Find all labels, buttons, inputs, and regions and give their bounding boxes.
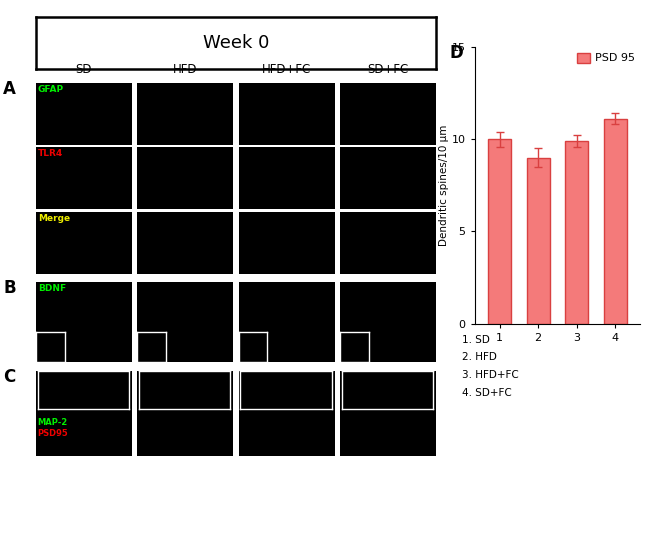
Text: HFD+FC: HFD+FC [262,63,311,76]
Bar [604,119,627,324]
Text: TLR4: TLR4 [38,149,63,158]
Text: GFAP: GFAP [38,85,64,93]
Text: SD: SD [75,63,92,76]
Text: SD+FC: SD+FC [367,63,409,76]
Bar [526,158,550,324]
Y-axis label: Dendritic spines/10 μm: Dendritic spines/10 μm [439,124,448,246]
Legend: PSD 95: PSD 95 [577,53,634,64]
Text: Week 0: Week 0 [203,34,269,52]
Text: MAP-2: MAP-2 [38,419,68,427]
Text: PSD95: PSD95 [38,429,68,438]
Text: A: A [3,80,16,98]
Text: BDNF: BDNF [38,284,66,293]
Bar [488,139,511,324]
Text: B: B [3,279,16,298]
Text: Merge: Merge [38,213,70,223]
Bar [565,141,588,324]
Text: 2. HFD: 2. HFD [462,352,497,362]
Text: 4. SD+FC: 4. SD+FC [462,388,512,398]
Text: HFD: HFD [173,63,198,76]
Text: 3. HFD+FC: 3. HFD+FC [462,370,518,380]
Text: 1. SD: 1. SD [462,335,489,345]
Text: D: D [450,44,463,62]
Text: C: C [3,368,16,386]
